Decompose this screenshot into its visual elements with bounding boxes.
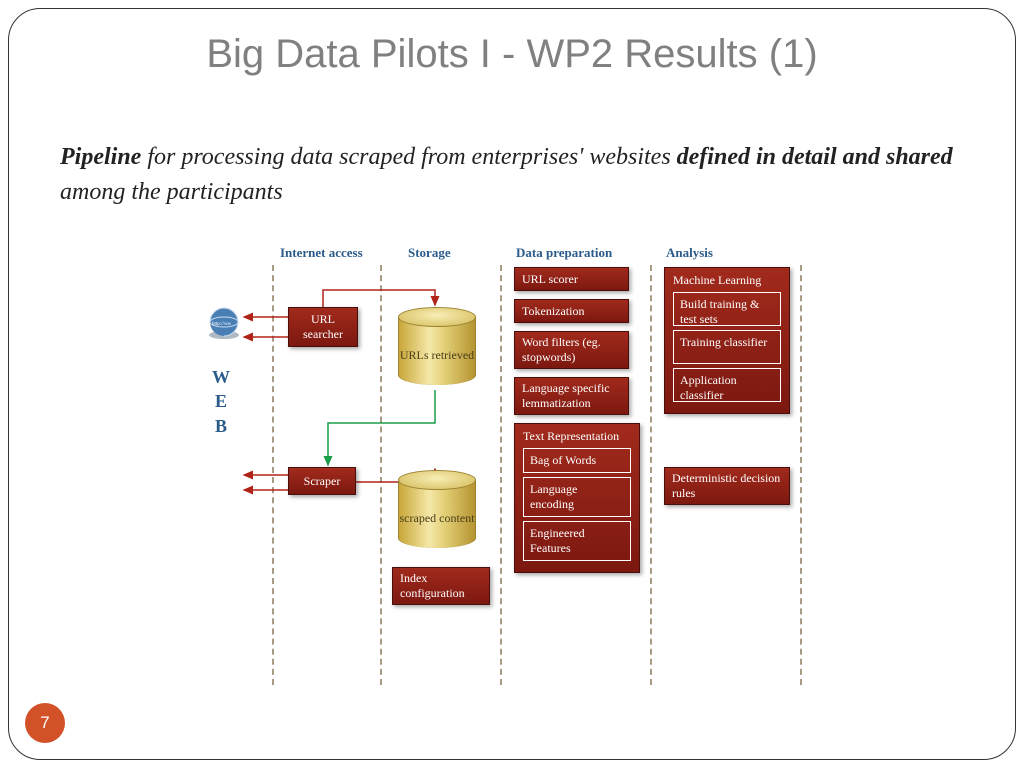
node-deterministic-rules: Deterministic decision rules (664, 467, 790, 505)
node-tokenization: Tokenization (514, 299, 629, 323)
node-url-scorer: URL scorer (514, 267, 629, 291)
slide-body: Pipeline for processing data scraped fro… (60, 140, 964, 210)
slide-title: Big Data Pilots I - WP2 Results (1) (0, 32, 1024, 77)
cylinder-scraped: scraped content (398, 470, 476, 548)
sub-build-training: Build training & test sets (673, 292, 781, 326)
group-machine-learning: Machine Learning Build training & test s… (664, 267, 790, 414)
globe-icon: http://ww (206, 305, 242, 341)
cylinder-urls: URLs retrieved (398, 307, 476, 385)
body-mid: for processing data scraped from enterpr… (141, 144, 676, 170)
cylinder-scraped-label: scraped content (398, 480, 476, 548)
sub-language-encoding: Language encoding (523, 477, 631, 517)
node-word-filters: Word filters (eg. stopwords) (514, 331, 629, 369)
group-ml-title: Machine Learning (673, 273, 783, 288)
cylinder-urls-label: URLs retrieved (398, 317, 476, 385)
page-number-badge: 7 (25, 703, 65, 743)
group-text-rep-title: Text Representation (523, 429, 633, 444)
body-emph: defined in detail and shared (677, 144, 953, 170)
sub-bag-of-words: Bag of Words (523, 448, 631, 473)
body-lead: Pipeline (60, 144, 141, 170)
svg-text:http://ww: http://ww (212, 322, 232, 327)
node-index-config: Index configuration (392, 567, 490, 605)
group-text-representation: Text Representation Bag of Words Languag… (514, 423, 640, 573)
sub-training-classifier: Training classifier (673, 330, 781, 364)
sub-application-classifier: Application classifier (673, 368, 781, 402)
node-url-searcher: URL searcher (288, 307, 358, 347)
pipeline-diagram: Internet access Storage Data preparation… (180, 245, 880, 705)
sub-engineered-features: Engineered Features (523, 521, 631, 561)
web-label: WEB (212, 365, 231, 438)
node-lemmatization: Language specific lemmatization (514, 377, 629, 415)
node-scraper: Scraper (288, 467, 356, 495)
body-tail: among the participants (60, 179, 283, 205)
